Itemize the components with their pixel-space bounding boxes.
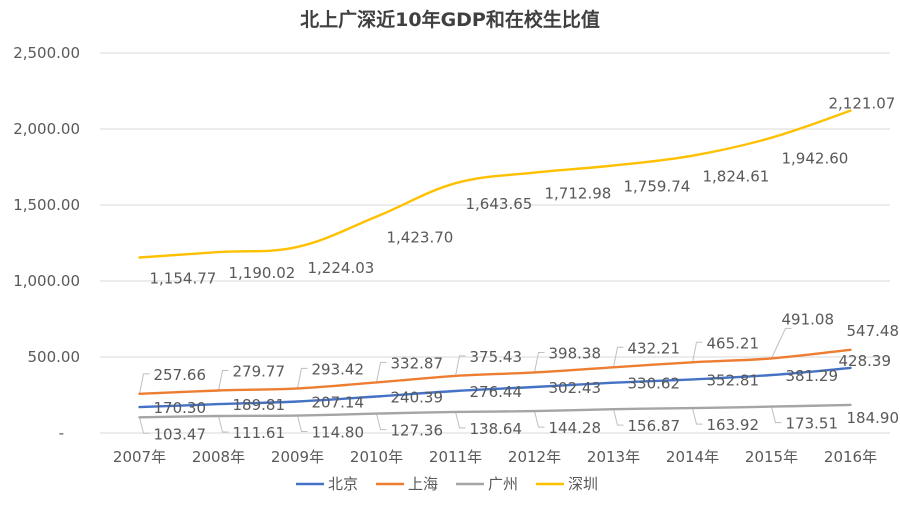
data-label: 173.51 [786, 415, 839, 433]
y-tick-label: 2,500.00 [13, 44, 80, 62]
data-label: 2,121.07 [829, 95, 896, 113]
x-tick-label: 2009年 [271, 448, 324, 466]
data-label: 375.43 [470, 348, 523, 366]
data-label: 1,423.70 [387, 229, 454, 247]
data-label: 1,154.77 [150, 269, 217, 287]
x-tick-label: 2012年 [508, 448, 561, 466]
y-axis: - 500.00 1,000.00 1,500.00 2,000.00 2,500.00 [13, 44, 80, 442]
data-label: 332.87 [391, 354, 444, 372]
grid [100, 52, 890, 434]
label-leader [771, 327, 792, 359]
x-tick-label: 2014年 [666, 448, 719, 466]
series-line-4 [138, 109, 852, 259]
data-label: 465.21 [707, 334, 760, 352]
data-label: 114.80 [312, 424, 365, 442]
label-leader [455, 355, 466, 377]
label-leader [376, 361, 387, 383]
x-tick-label: 2008年 [192, 448, 245, 466]
data-label: 163.92 [707, 416, 760, 434]
label-leader [376, 413, 387, 431]
data-label: 279.77 [233, 362, 286, 380]
label-leader [455, 411, 466, 429]
data-label: 302.43 [549, 379, 602, 397]
y-tick-label: 1,000.00 [13, 272, 80, 290]
data-label: 381.29 [786, 367, 839, 385]
series-lines [138, 109, 852, 419]
data-label: 276.44 [470, 383, 523, 401]
label-leader [297, 367, 308, 389]
x-tick-label: 2011年 [429, 448, 482, 466]
label-leader [613, 409, 624, 426]
label-leader [692, 341, 703, 363]
label-leader [534, 351, 545, 373]
data-label: 1,824.61 [703, 168, 770, 186]
label-leader [139, 417, 150, 434]
label-leader [534, 410, 545, 428]
chart-title: 北上广深近10年GDP和在校生比值 [300, 8, 600, 31]
data-label: 207.14 [312, 394, 365, 412]
y-tick-label: - [59, 424, 64, 442]
series-line-1 [138, 366, 852, 409]
data-label: 491.08 [782, 310, 835, 328]
data-label: 1,759.74 [624, 178, 691, 196]
legend: 北京 上海 广州 深圳 [296, 475, 598, 493]
data-label: 1,224.03 [308, 259, 375, 277]
label-leader [218, 369, 229, 391]
series-line-3 [138, 403, 852, 419]
y-tick-label: 1,500.00 [13, 196, 80, 214]
label-leader [692, 407, 703, 425]
data-label: 352.81 [707, 371, 760, 389]
data-label: 103.47 [154, 425, 207, 443]
data-label: 138.64 [470, 420, 523, 438]
data-label: 127.36 [391, 422, 444, 440]
data-label: 111.61 [233, 424, 286, 442]
y-tick-label: 500.00 [28, 348, 81, 366]
data-label: 240.39 [391, 388, 444, 406]
data-label: 398.38 [549, 344, 602, 362]
data-label: 189.81 [233, 396, 286, 414]
data-label: 1,190.02 [229, 264, 296, 282]
data-label: 170.30 [154, 399, 207, 417]
data-label: 184.90 [847, 409, 900, 427]
x-tick-label: 2016年 [824, 448, 877, 466]
legend-label: 深圳 [568, 475, 598, 493]
data-label: 257.66 [154, 366, 207, 384]
data-label: 432.21 [628, 339, 681, 357]
data-label: 156.87 [628, 417, 681, 435]
legend-label: 广州 [488, 475, 518, 493]
label-leader [297, 415, 308, 433]
x-tick-label: 2015年 [745, 448, 798, 466]
x-tick-label: 2013年 [587, 448, 640, 466]
x-tick-label: 2010年 [350, 448, 403, 466]
label-leader [613, 346, 624, 368]
label-leader [218, 415, 229, 433]
data-label: 330.62 [628, 375, 681, 393]
data-label: 144.28 [549, 419, 602, 437]
label-leaders [139, 327, 792, 434]
data-label: 428.39 [839, 352, 892, 370]
label-leader [139, 373, 150, 394]
data-label: 1,643.65 [466, 195, 533, 213]
data-label: 1,942.60 [782, 150, 849, 168]
y-tick-label: 2,000.00 [13, 120, 80, 138]
legend-label: 北京 [328, 475, 358, 493]
label-leader [771, 406, 782, 424]
data-label: 293.42 [312, 360, 365, 378]
x-axis: 2007年 2008年 2009年 2010年 2011年 2012年 2013年 2014年… [113, 448, 877, 466]
legend-label: 上海 [408, 475, 438, 493]
data-labels: 170.30 189.81 207.14 240.39 276.44 302.43 330.… [150, 95, 900, 444]
data-label: 547.48 [847, 322, 900, 340]
series-line-2 [138, 348, 852, 395]
x-tick-label: 2007年 [113, 448, 166, 466]
data-label: 1,712.98 [545, 185, 612, 203]
